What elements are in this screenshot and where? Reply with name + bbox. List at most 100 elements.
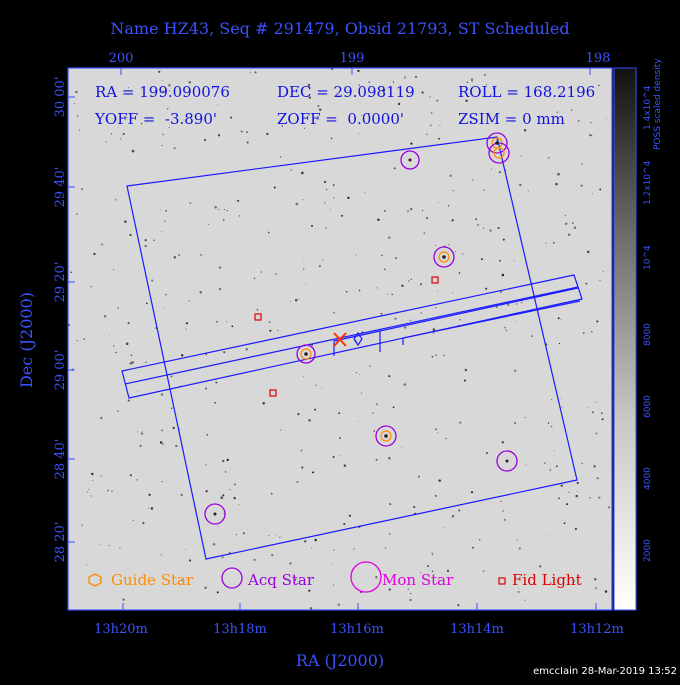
sky-speck [254,71,257,74]
sky-speck [472,546,474,549]
sky-speck [361,114,363,116]
sky-speck [470,78,474,81]
sky-speck [431,355,434,358]
sky-speck [576,481,579,485]
sky-speck [329,209,331,210]
top-tick-199: 199 [340,51,365,66]
sky-speck [246,141,249,144]
sky-speck [160,393,164,396]
sky-speck [483,189,485,191]
sky-speck [513,369,517,372]
sky-speck [117,307,119,309]
sky-speck [431,554,434,556]
left-tick-28-20: 28 20' [53,522,68,563]
sky-speck [75,90,78,94]
sky-speck [576,490,578,492]
sky-speck [592,193,594,195]
sky-speck [520,155,522,157]
sky-speck [431,570,434,573]
sky-speck [105,141,107,143]
sky-speck [197,113,199,115]
sky-speck [142,522,145,525]
sky-speck [563,522,566,525]
sky-speck [524,599,526,601]
sky-speck [275,534,277,536]
sky-speck [489,296,491,298]
sky-speck [595,432,598,435]
sky-speck [531,335,533,337]
sky-speck [401,284,404,287]
detector-outlines [121,136,583,560]
sky-speck [595,587,598,590]
sky-speck [237,199,240,202]
sky-speck [373,430,375,432]
sky-speck [514,422,517,424]
sky-speck [330,564,332,566]
sky-speck [466,81,469,84]
sky-speck [581,462,584,465]
info-block: RA = 199.090076 DEC = 29.098119 ROLL = 1… [94,83,595,128]
sky-speck [364,192,366,194]
sky-speck [206,433,209,436]
sky-speck [217,134,221,137]
star-acq-7 [204,503,226,525]
sky-speck [218,266,222,269]
sky-speck [504,326,506,329]
sky-speck [410,592,412,595]
sky-speck [260,271,263,273]
sky-speck [596,320,599,323]
sky-speck [220,496,224,500]
sky-speck [180,493,183,497]
sky-speck [317,104,320,108]
sky-speck [435,428,437,431]
sky-speck [162,307,164,309]
sky-speck [435,354,437,356]
sky-speck [358,289,361,292]
sky-speck [401,446,403,448]
sky-speck [449,174,452,177]
sky-speck [500,500,502,502]
sky-speck [562,471,564,473]
sky-speck [489,229,492,232]
sky-speck [407,210,409,213]
sky-speck [516,303,518,305]
sky-speck [564,222,568,226]
sky-speck [421,91,424,94]
sky-speck [111,490,113,492]
sky-speck [343,522,346,526]
sky-speck [235,533,238,536]
star-acq-guide-2 [433,246,455,268]
sky-speck [304,540,307,543]
sky-speck [413,505,416,509]
sky-speck [224,471,227,473]
sky-speck [279,536,281,538]
sky-speck [407,588,409,590]
sky-speck [226,210,228,212]
sky-speck [472,179,474,181]
sky-speck [217,525,219,527]
sky-speck [153,239,155,242]
sky-speck [114,198,117,201]
sky-speck [347,196,350,200]
sky-speck [330,137,333,140]
sky-speck [391,293,394,296]
sky-speck [420,312,423,314]
sky-speck [589,134,591,136]
sky-speck [409,207,413,211]
sky-speck [115,351,117,354]
sky-speck [332,456,335,458]
sky-speck [113,269,115,270]
sky-speck [452,514,455,517]
sky-speck [513,260,515,262]
sky-speck [439,124,441,126]
sky-speck [76,115,79,117]
sky-speck [462,253,464,255]
sky-speck [101,243,104,246]
sky-speck [161,230,163,232]
sky-speck [577,120,580,122]
sky-speck [375,575,378,579]
sky-speck [502,510,504,512]
sky-speck [358,84,361,87]
sky-speck [458,509,461,512]
sky-speck [389,533,391,535]
